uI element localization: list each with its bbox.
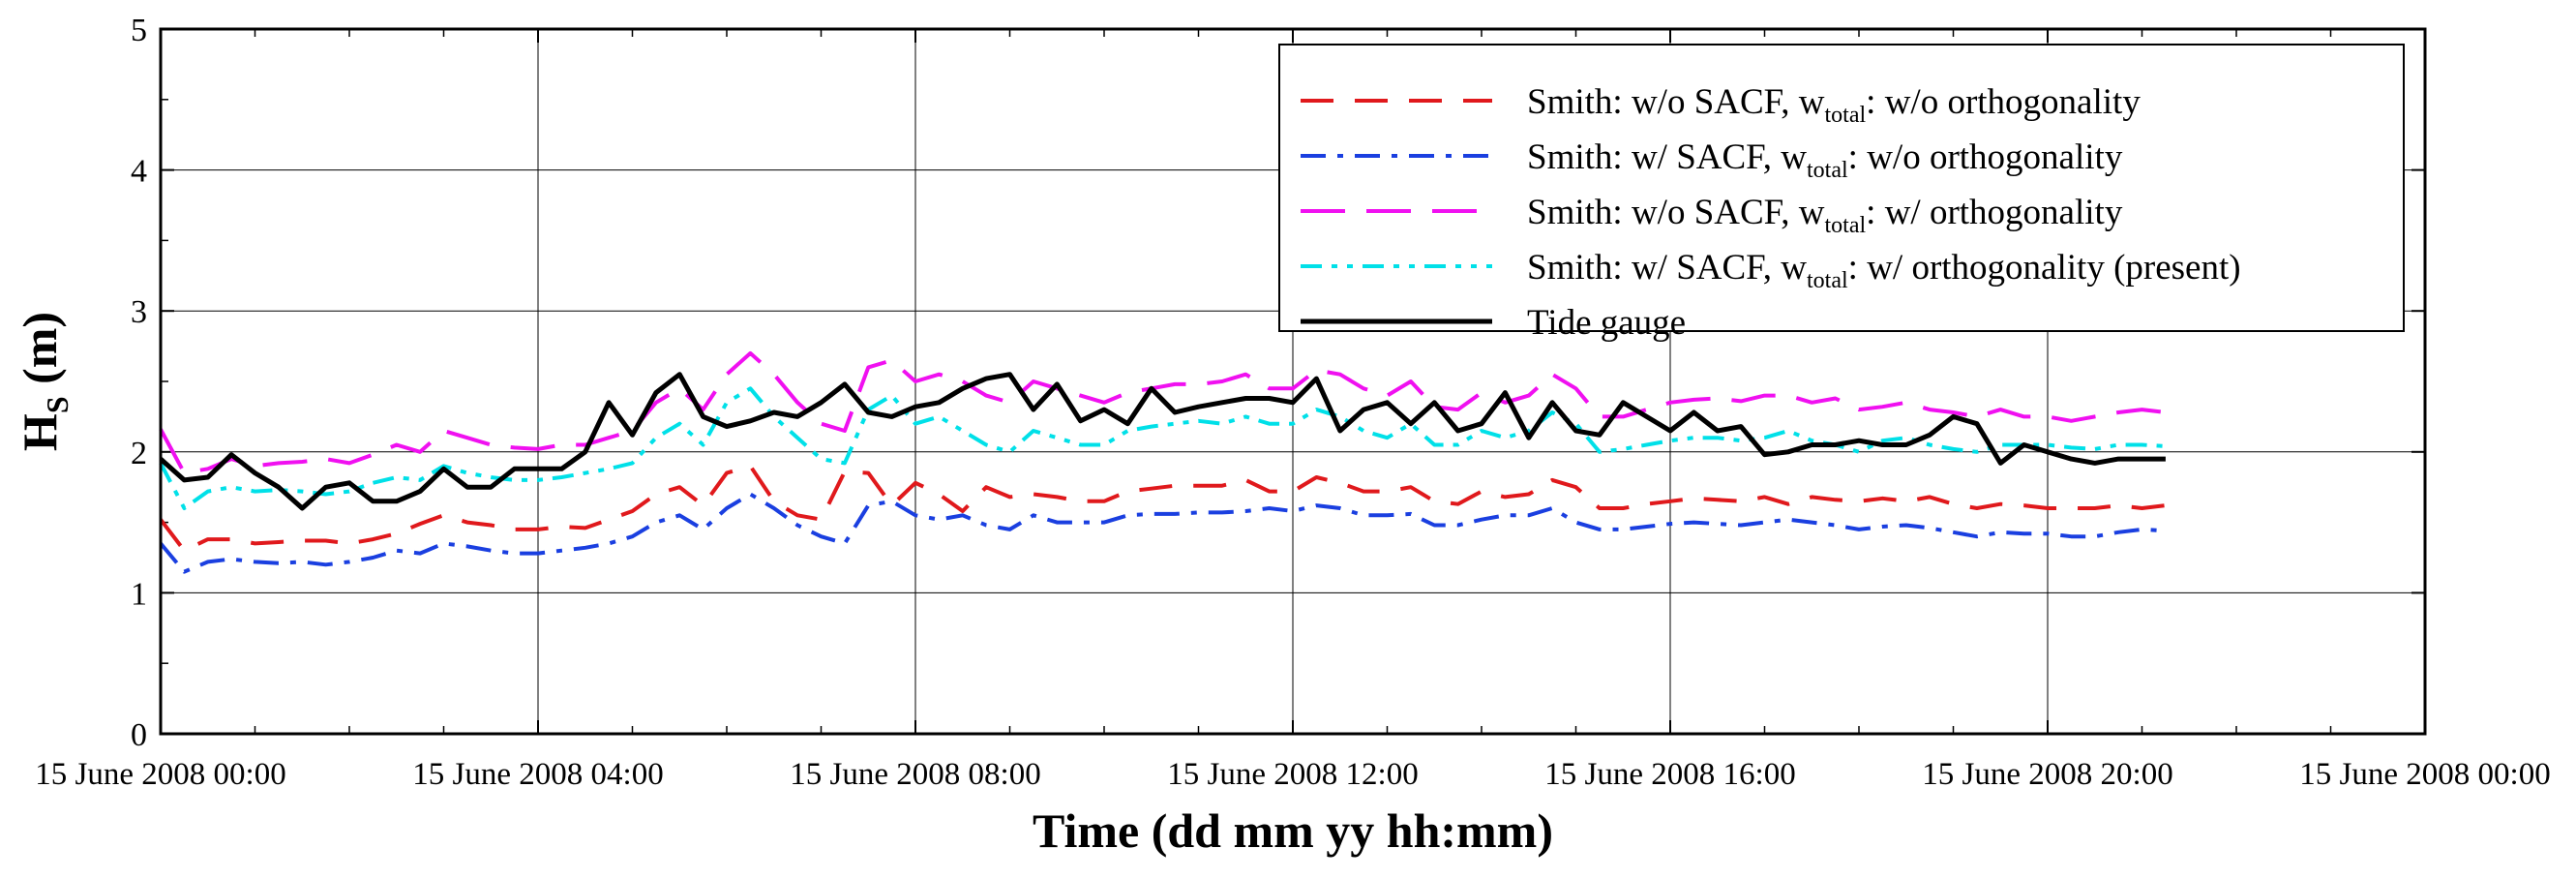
y-axis-title-sub: S bbox=[40, 396, 75, 413]
y-tick-label: 0 bbox=[131, 717, 147, 753]
series-line-cyan bbox=[159, 386, 2167, 510]
x-tick-label: 15 June 2008 04:00 bbox=[412, 757, 663, 792]
series-group bbox=[159, 350, 2167, 574]
x-tick-label: 15 June 2008 00:00 bbox=[2299, 757, 2550, 792]
y-axis-title: HS (m) bbox=[13, 312, 75, 451]
legend-label-part: : w/ orthogonality bbox=[1866, 193, 2123, 232]
x-tick-label: 15 June 2008 16:00 bbox=[1544, 757, 1795, 792]
legend-label-subscript: total bbox=[1807, 158, 1848, 183]
x-tick-label: 15 June 2008 12:00 bbox=[1167, 757, 1418, 792]
legend-box bbox=[1278, 44, 2405, 332]
y-axis-title-main: H bbox=[13, 413, 67, 451]
y-tick-label: 2 bbox=[131, 436, 147, 471]
y-tick-label: 1 bbox=[131, 576, 147, 612]
x-tick-label: 15 June 2008 08:00 bbox=[790, 757, 1040, 792]
legend-label-subscript: total bbox=[1807, 268, 1848, 293]
legend-label-blue: Smith: w/ SACF, wtotal: w/o orthogonalit… bbox=[1527, 137, 2123, 183]
legend-label-part: Smith: w/o SACF, w bbox=[1527, 82, 1825, 122]
legend-label-part: Smith: w/o SACF, w bbox=[1527, 193, 1825, 232]
x-tick-label: 15 June 2008 00:00 bbox=[35, 757, 285, 792]
legend-label-part: Smith: w/ SACF, w bbox=[1527, 137, 1807, 177]
plot-frame bbox=[159, 27, 2427, 736]
legend-label-part: Smith: w/ SACF, w bbox=[1527, 248, 1807, 288]
legend-label-part: : w/o orthogonality bbox=[1866, 82, 2141, 122]
series-line-magenta bbox=[159, 350, 2167, 475]
legend-label-black: Tide gauge bbox=[1527, 303, 1686, 343]
series-line-red bbox=[159, 464, 2167, 553]
legend-label-red: Smith: w/o SACF, wtotal: w/o orthogonali… bbox=[1527, 82, 2141, 128]
y-tick-label: 5 bbox=[131, 13, 147, 48]
x-axis-title: Time (dd mm yy hh:mm) bbox=[1033, 803, 1553, 858]
y-tick-label: 3 bbox=[131, 294, 147, 330]
legend-label-cyan: Smith: w/ SACF, wtotal: w/ orthogonality… bbox=[1527, 248, 2241, 293]
legend-label-part: : w/ orthogonality (present) bbox=[1848, 248, 2241, 288]
legend-label-part: Tide gauge bbox=[1527, 303, 1686, 343]
series-line-blue bbox=[159, 492, 2167, 574]
legend: Smith: w/o SACF, wtotal: w/o orthogonali… bbox=[1278, 44, 2405, 343]
y-tick-label: 4 bbox=[131, 154, 147, 190]
legend-label-magenta: Smith: w/o SACF, wtotal: w/ orthogonalit… bbox=[1527, 193, 2123, 238]
y-axis-title-unit: (m) bbox=[13, 312, 67, 396]
legend-label-subscript: total bbox=[1825, 213, 1867, 238]
legend-label-part: : w/o orthogonality bbox=[1848, 137, 2123, 177]
series-line-black bbox=[159, 372, 2166, 511]
legend-label-subscript: total bbox=[1825, 103, 1867, 128]
x-tick-label: 15 June 2008 20:00 bbox=[1922, 757, 2172, 792]
